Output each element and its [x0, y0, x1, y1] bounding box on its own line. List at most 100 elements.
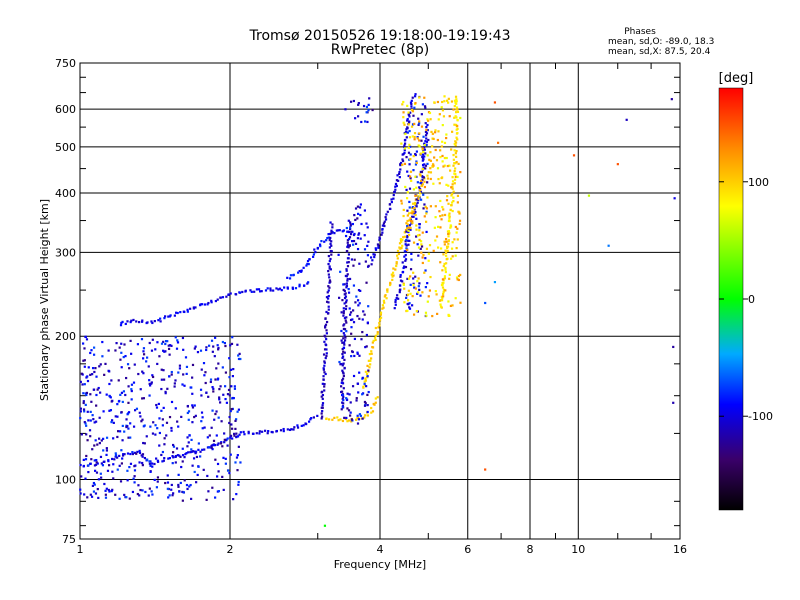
cloud-point — [86, 496, 89, 499]
trace-point — [140, 454, 143, 457]
cloud-point — [347, 409, 351, 412]
cloud-point — [409, 219, 413, 223]
cloud-point — [191, 392, 194, 395]
trace-point — [376, 331, 379, 334]
trace-point — [398, 172, 401, 176]
trace-point — [156, 459, 159, 462]
cloud-point — [409, 292, 412, 295]
cloud-point — [168, 375, 171, 378]
cloud-point — [420, 243, 423, 246]
cloud-point — [348, 277, 352, 281]
trace-point — [406, 126, 409, 129]
cloud-point — [426, 196, 429, 199]
cloud-point — [366, 404, 369, 407]
cloud-point — [350, 240, 354, 243]
cloud-point — [436, 138, 439, 142]
cloud-point — [133, 475, 136, 478]
trace-point — [454, 95, 458, 98]
cloud-point — [354, 117, 357, 120]
cloud-point — [156, 476, 160, 479]
trace-point — [377, 326, 380, 329]
trace-point — [421, 183, 424, 186]
cloud-point — [95, 404, 98, 407]
trace-point — [151, 321, 154, 325]
cloud-point — [453, 116, 456, 119]
cloud-point — [104, 493, 107, 496]
cloud-point — [422, 176, 425, 179]
cloud-point — [421, 103, 424, 106]
trace-point — [107, 459, 110, 462]
cloud-point — [448, 115, 451, 118]
cloud-point — [413, 286, 416, 289]
cloud-point — [423, 96, 426, 99]
trace-point — [320, 417, 323, 420]
cloud-point — [150, 381, 153, 384]
trace-point — [282, 430, 285, 433]
trace-point — [325, 300, 329, 303]
trace-point — [344, 319, 347, 322]
cloud-point — [110, 379, 113, 382]
cloud-point — [453, 123, 456, 126]
trace-point — [405, 128, 408, 131]
cloud-point — [191, 450, 194, 453]
cloud-point — [402, 282, 405, 285]
trace-point — [189, 307, 192, 310]
cloud-point — [167, 344, 170, 347]
cloud-point — [447, 313, 450, 317]
cloud-point — [342, 372, 345, 375]
cloud-point — [143, 442, 146, 445]
cloud-point — [169, 344, 172, 347]
cloud-point — [81, 383, 84, 386]
trace-point — [455, 116, 458, 119]
cloud-point — [148, 460, 151, 463]
trace-point — [293, 426, 296, 429]
trace-point — [373, 253, 376, 256]
cloud-point — [432, 164, 435, 167]
cloud-point — [196, 473, 199, 477]
cloud-point — [158, 355, 161, 358]
trace-point — [341, 379, 344, 382]
cloud-point — [174, 379, 177, 382]
cloud-point — [424, 106, 427, 109]
cloud-point — [426, 162, 429, 165]
cloud-point — [205, 498, 208, 501]
trace-point — [342, 337, 345, 340]
trace-point — [349, 233, 353, 236]
trace-point — [394, 300, 397, 304]
cloud-point — [218, 398, 221, 401]
grid-lines — [80, 63, 680, 539]
cloud-point — [448, 277, 451, 280]
cloud-point — [409, 153, 412, 156]
cloud-point — [415, 186, 418, 189]
cloud-point — [367, 305, 370, 308]
cloud-point — [160, 378, 163, 381]
trace-point — [452, 199, 455, 203]
cloud-point — [410, 179, 413, 182]
trace-point — [346, 257, 350, 260]
cloud-point — [126, 469, 129, 472]
cloud-point — [129, 436, 132, 439]
cloud-point — [417, 254, 420, 257]
trace-point — [339, 418, 342, 421]
trace-point — [318, 243, 322, 246]
cloud-point — [102, 410, 105, 413]
cloud-point — [108, 490, 111, 493]
cloud-point — [353, 337, 357, 341]
trace-point — [383, 295, 386, 298]
cloud-point — [456, 201, 459, 204]
cloud-point — [436, 312, 439, 316]
trace-point — [343, 283, 346, 286]
cloud-point — [86, 410, 89, 413]
trace-point — [324, 372, 327, 376]
cloud-point — [120, 449, 123, 452]
legend-title: Phases — [624, 27, 656, 37]
cloud-point — [418, 145, 421, 148]
cloud-point — [357, 232, 361, 235]
sparse-point — [572, 154, 576, 157]
cloud-point — [219, 442, 223, 445]
cloud-point — [181, 383, 184, 386]
trace-point — [421, 159, 424, 162]
cloud-point — [101, 355, 104, 358]
cloud-point — [203, 426, 206, 429]
trace-point — [424, 140, 427, 143]
